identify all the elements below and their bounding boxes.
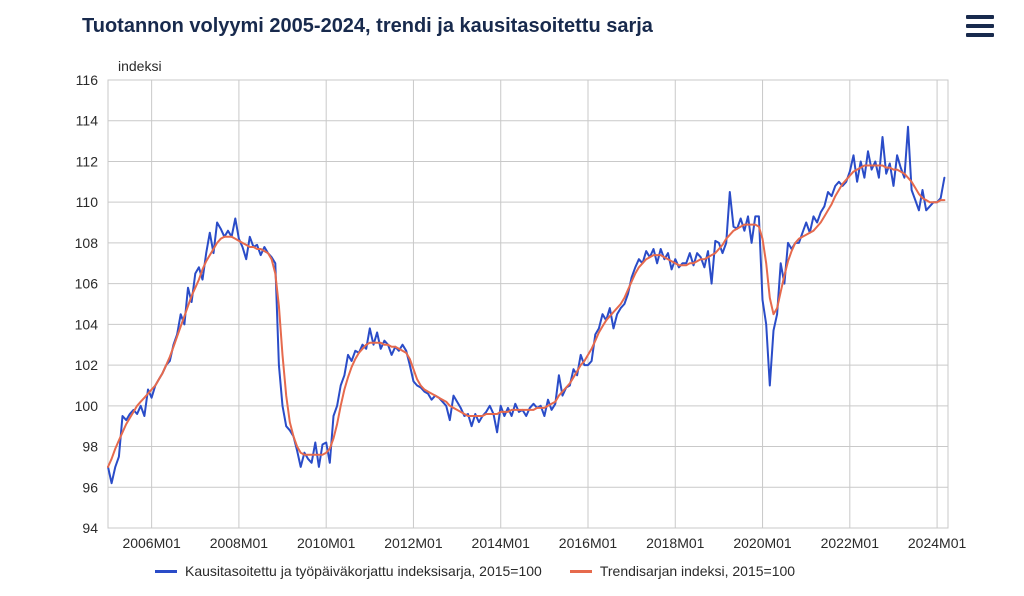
legend-label-1: Kausitasoitettu ja työpäiväkorjattu inde… xyxy=(185,563,542,579)
legend-item-series-1: Kausitasoitettu ja työpäiväkorjattu inde… xyxy=(155,563,542,579)
svg-text:2016M01: 2016M01 xyxy=(559,535,618,551)
svg-text:2006M01: 2006M01 xyxy=(122,535,181,551)
svg-text:2024M01: 2024M01 xyxy=(908,535,967,551)
chart-plot: 94 96 98 100 102 104 106 108 110 112 114 116 2006M01… xyxy=(0,0,1024,596)
svg-text:110: 110 xyxy=(76,194,99,210)
legend-label-2: Trendisarjan indeksi, 2015=100 xyxy=(600,563,795,579)
legend: Kausitasoitettu ja työpäiväkorjattu inde… xyxy=(155,563,795,579)
legend-item-series-2: Trendisarjan indeksi, 2015=100 xyxy=(570,563,795,579)
svg-text:100: 100 xyxy=(75,398,99,414)
svg-text:104: 104 xyxy=(75,316,99,332)
svg-text:2010M01: 2010M01 xyxy=(297,535,356,551)
svg-text:2018M01: 2018M01 xyxy=(646,535,705,551)
svg-text:108: 108 xyxy=(75,235,99,251)
svg-text:2020M01: 2020M01 xyxy=(733,535,792,551)
legend-swatch-1 xyxy=(155,570,177,573)
svg-text:116: 116 xyxy=(76,72,99,88)
svg-text:2012M01: 2012M01 xyxy=(384,535,443,551)
legend-swatch-2 xyxy=(570,570,592,573)
svg-text:112: 112 xyxy=(76,153,99,169)
svg-text:94: 94 xyxy=(82,520,98,536)
svg-text:98: 98 xyxy=(82,439,98,455)
svg-text:106: 106 xyxy=(75,276,99,292)
svg-text:2014M01: 2014M01 xyxy=(472,535,531,551)
chart-container: { "title": "Tuotannon volyymi 2005-2024,… xyxy=(0,0,1024,596)
svg-text:2022M01: 2022M01 xyxy=(821,535,880,551)
svg-text:114: 114 xyxy=(76,113,99,129)
svg-text:2008M01: 2008M01 xyxy=(210,535,269,551)
svg-text:96: 96 xyxy=(82,479,98,495)
svg-text:102: 102 xyxy=(75,357,99,373)
